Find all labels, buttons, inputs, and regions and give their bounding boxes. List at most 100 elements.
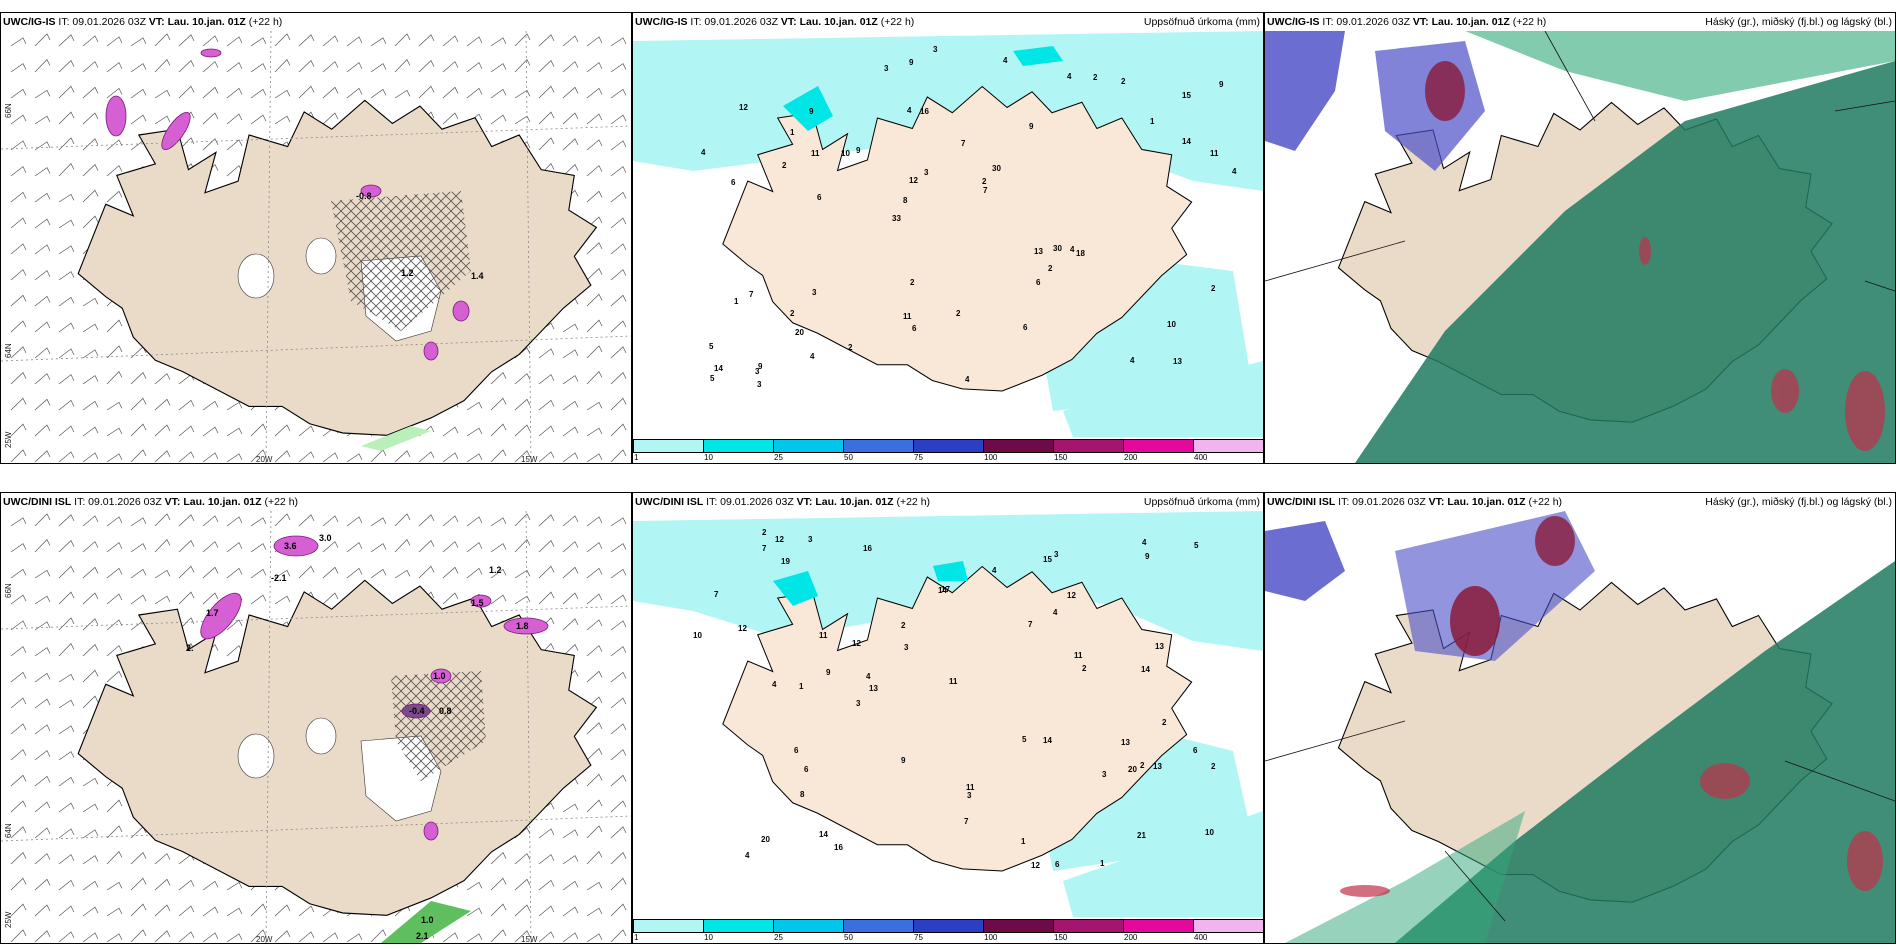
wind-barb xyxy=(610,140,627,151)
wind-barb xyxy=(562,426,579,437)
wind-barb xyxy=(538,451,555,463)
precip-value: 4 xyxy=(1067,72,1072,81)
wind-barb xyxy=(538,34,555,47)
wind-barb xyxy=(586,542,603,553)
wind-barb xyxy=(562,880,579,891)
wind-barb xyxy=(58,751,75,761)
wind-barb xyxy=(298,425,315,437)
lat-label: 64N xyxy=(4,823,13,838)
wind-barb xyxy=(82,35,99,47)
wind-barb xyxy=(34,373,51,385)
precip-value: 7 xyxy=(983,186,988,195)
wind-barb xyxy=(514,33,531,47)
precip-value: 4 xyxy=(866,672,871,681)
wind-map: -0.8 1.2 1.4 xyxy=(1,31,631,463)
wind-barb xyxy=(418,60,435,73)
wind-barb xyxy=(514,539,531,553)
colorbar-swatch xyxy=(913,919,984,933)
precip-value: 11 xyxy=(1210,149,1219,158)
wind-barb xyxy=(466,567,483,579)
colorbar-tick: 50 xyxy=(844,933,853,942)
wind-barb xyxy=(58,802,75,813)
wind-barb xyxy=(34,33,51,47)
wind-barb xyxy=(226,427,243,437)
wind-barb xyxy=(610,517,627,527)
temp-label: 1.2 xyxy=(489,565,502,575)
wind-barb xyxy=(610,243,627,255)
wind-barb xyxy=(226,87,243,99)
wind-barb xyxy=(10,63,27,73)
wind-barb xyxy=(442,452,459,463)
wind-barb xyxy=(82,669,99,683)
precip-value: 2 xyxy=(1140,761,1145,770)
wind-barb xyxy=(178,34,195,47)
wind-barb xyxy=(226,907,243,917)
wind-barb xyxy=(34,775,51,787)
wind-barb xyxy=(34,192,51,203)
wind-barb xyxy=(250,449,267,463)
wind-barb xyxy=(490,543,507,553)
clouds-map xyxy=(1265,31,1895,463)
wind-barb xyxy=(106,851,123,865)
lon-label: 20W xyxy=(256,935,273,944)
wind-barb xyxy=(130,37,147,47)
colorbar-swatch xyxy=(703,439,774,453)
wind-barb xyxy=(106,87,123,99)
wind-barb xyxy=(58,591,75,605)
wind-barb xyxy=(82,592,99,605)
wind-barb xyxy=(58,451,75,463)
wind-barb xyxy=(490,568,507,579)
wind-barb xyxy=(178,931,195,943)
wind-barb xyxy=(538,854,555,865)
wind-barb xyxy=(58,137,75,151)
precip-value: 30 xyxy=(1053,244,1062,253)
wind-barb xyxy=(34,853,51,865)
precip-value: 5 xyxy=(710,374,715,383)
precip-value: 4 xyxy=(1053,608,1058,617)
wind-barb xyxy=(202,400,219,411)
wind-barb xyxy=(82,138,99,151)
lon-label: 15W xyxy=(521,455,538,464)
panel-clouds-dini: UWC/DINI ISL IT: 09.01.2026 03Z VT: Lau.… xyxy=(1264,492,1896,944)
precip-value: 2 xyxy=(1082,664,1087,673)
lon-label: 20W xyxy=(256,455,273,464)
precip-value: 4 xyxy=(1142,538,1147,547)
wind-barb xyxy=(58,854,75,865)
wind-barb xyxy=(442,86,459,99)
wind-barb xyxy=(130,543,147,553)
wind-barb xyxy=(34,595,51,605)
precip-value: 12 xyxy=(909,176,918,185)
wind-barb xyxy=(82,829,99,839)
wind-barb xyxy=(610,320,627,333)
wind-barb xyxy=(10,800,27,813)
wind-barb xyxy=(586,190,603,203)
wind-barb xyxy=(154,569,171,579)
precip-value: 11 xyxy=(811,149,820,158)
precip-value: 12 xyxy=(775,535,784,544)
precip-map: 6 1 3 20 11 12 16 12 12 14 14 9 10 11 16 19 8 14 15 17 12 13 2… xyxy=(633,511,1263,917)
precip-value: 1 xyxy=(734,297,739,306)
precip-value: 10 xyxy=(841,149,850,158)
wind-barb xyxy=(442,426,459,437)
colorbar-tick: 75 xyxy=(914,453,923,462)
wind-barb xyxy=(274,89,291,99)
wind-barb xyxy=(82,644,99,657)
wind-barb xyxy=(34,398,51,411)
wind-barb xyxy=(130,568,147,579)
precip-value: 7 xyxy=(961,139,966,148)
wind-barb xyxy=(130,63,147,73)
wind-barb xyxy=(106,190,123,203)
wind-barb xyxy=(274,595,291,605)
wind-barb xyxy=(178,540,195,553)
precip-value: 10 xyxy=(693,631,702,640)
wind-barb xyxy=(322,61,339,73)
wind-barb xyxy=(106,567,123,579)
panel-precip-dini: UWC/DINI ISL IT: 09.01.2026 03Z VT: Lau.… xyxy=(632,492,1264,944)
precip-value: 13 xyxy=(1034,247,1043,256)
wind-barb xyxy=(130,114,147,125)
colorbar-tick: 200 xyxy=(1124,933,1138,942)
wind-barb xyxy=(562,349,579,359)
wind-barb xyxy=(202,86,219,99)
precip-value: 4 xyxy=(701,148,706,157)
wind-barb xyxy=(106,799,123,813)
